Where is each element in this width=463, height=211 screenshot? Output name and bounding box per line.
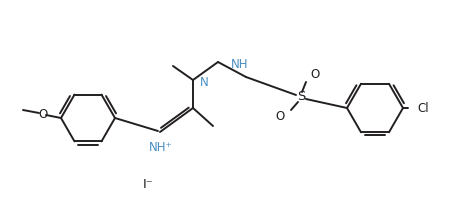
Text: Cl: Cl [417,101,429,115]
Text: NH: NH [231,58,249,72]
Text: NH⁺: NH⁺ [149,141,173,154]
Text: O: O [38,107,48,120]
Text: O: O [310,69,319,81]
Text: N: N [200,76,209,88]
Text: O: O [276,111,285,123]
Text: S: S [297,91,305,104]
Text: I⁻: I⁻ [143,179,153,192]
